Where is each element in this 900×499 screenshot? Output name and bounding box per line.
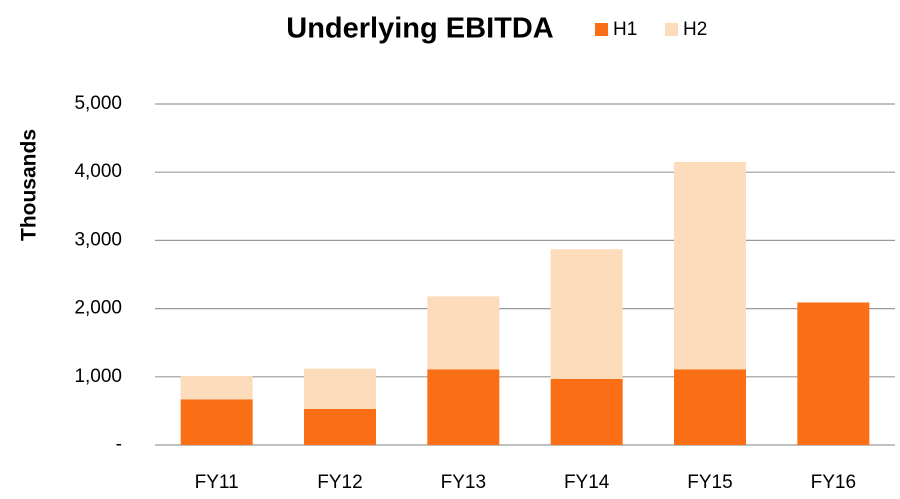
legend-swatch: [595, 23, 608, 36]
y-tick-label: 3,000: [74, 229, 122, 250]
bar-segment: [427, 369, 500, 445]
y-tick-label: 5,000: [74, 93, 122, 114]
x-tick-label: FY15: [687, 472, 732, 493]
legend-swatch: [665, 23, 678, 36]
y-tick-label: 1,000: [74, 366, 122, 387]
legend-label: H1: [613, 19, 637, 40]
bar-segment: [674, 369, 746, 445]
bar-segment: [180, 376, 253, 400]
bar-segment: [550, 249, 623, 379]
x-tick-label: FY16: [811, 472, 856, 493]
bar-segment: [304, 408, 376, 445]
y-tick-label: 4,000: [74, 161, 122, 182]
bar-segment: [550, 378, 623, 445]
y-axis-label: Thousands: [18, 129, 41, 241]
x-tick-label: FY13: [441, 472, 486, 493]
bar-segment: [797, 302, 870, 445]
x-tick-label: FY11: [195, 472, 239, 493]
chart-title: Underlying EBITDA: [286, 13, 554, 45]
x-tick-label: FY14: [564, 472, 610, 493]
bar-segment: [304, 368, 376, 409]
x-tick-label: FY12: [317, 472, 362, 493]
legend-label: H2: [683, 19, 707, 40]
y-tick-label: 2,000: [74, 298, 122, 319]
y-tick-label: -: [116, 434, 122, 455]
bar-segment: [427, 296, 500, 370]
bar-segment: [674, 161, 746, 370]
bar-segment: [180, 399, 253, 445]
